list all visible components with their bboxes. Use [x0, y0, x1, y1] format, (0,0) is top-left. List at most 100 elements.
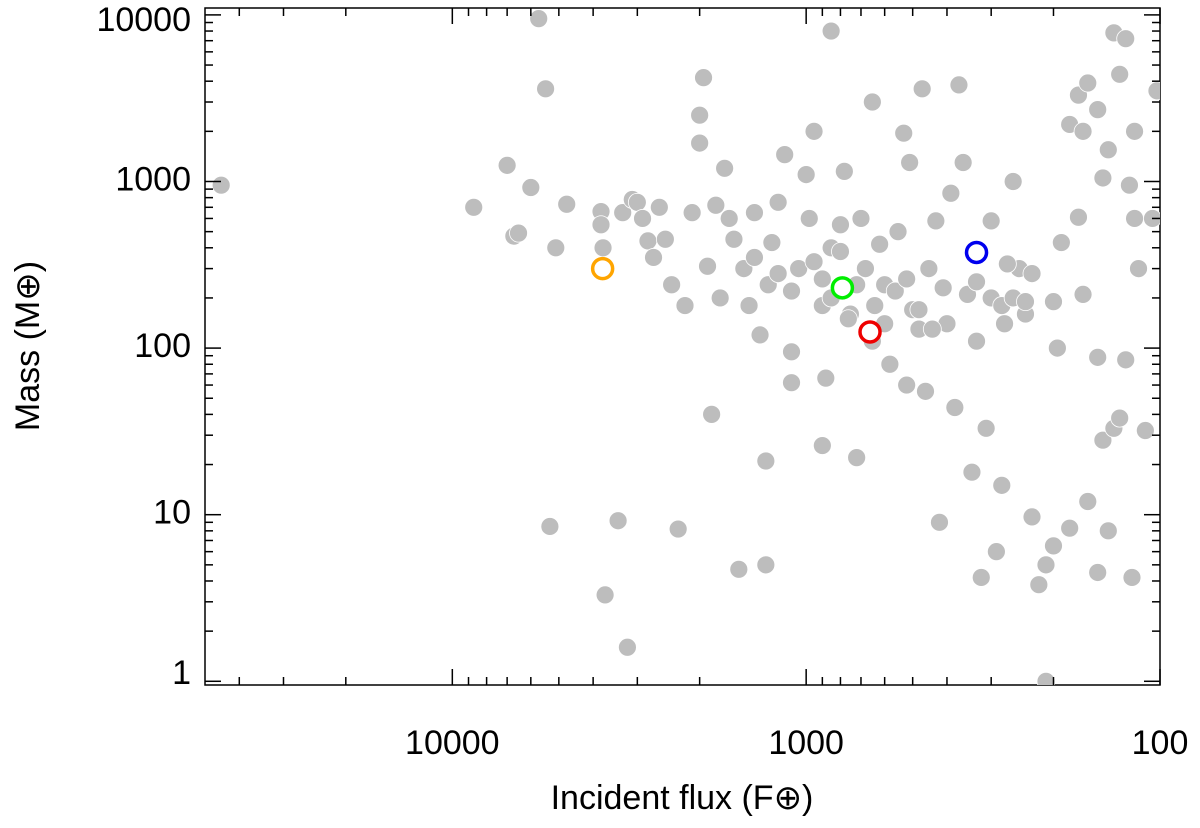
point [804, 252, 824, 272]
y-tick-label: 100 [134, 327, 191, 365]
point [912, 79, 932, 99]
point [976, 418, 996, 438]
point [529, 9, 549, 29]
point [1125, 209, 1144, 228]
x-tick-label: 10000 [405, 724, 500, 762]
x-axis-label: Incident flux (F⊕) [551, 779, 814, 817]
point [1125, 121, 1144, 141]
point [1088, 100, 1108, 120]
point [865, 296, 885, 315]
point [682, 203, 702, 223]
point [909, 300, 929, 320]
point [1093, 168, 1113, 188]
point [962, 462, 982, 482]
point [1116, 350, 1136, 370]
point [949, 75, 969, 95]
point [926, 211, 946, 231]
point [1073, 285, 1093, 304]
point [768, 192, 788, 212]
point [838, 309, 858, 329]
point [608, 511, 628, 531]
point [953, 153, 973, 172]
point [745, 203, 764, 223]
point [782, 342, 801, 362]
point [1122, 568, 1142, 587]
point [1051, 233, 1071, 252]
point [702, 404, 722, 424]
x-tick-label: 100 [1132, 724, 1189, 762]
point [719, 209, 739, 228]
highlighted-point [858, 320, 882, 344]
point [834, 161, 854, 181]
point [1073, 121, 1093, 141]
point [862, 92, 882, 112]
point [916, 381, 935, 401]
point [992, 475, 1012, 495]
point [831, 215, 850, 235]
point [856, 259, 875, 279]
point [981, 211, 1001, 231]
point [662, 275, 682, 295]
point [593, 238, 613, 258]
point [1022, 507, 1042, 527]
point [1135, 421, 1155, 440]
point [1044, 536, 1063, 556]
point [812, 269, 832, 289]
point [1060, 518, 1080, 538]
point [649, 197, 669, 217]
point [627, 192, 647, 212]
point [897, 375, 917, 395]
y-tick-label: 1000 [115, 160, 191, 198]
point [870, 234, 890, 254]
point [1016, 292, 1035, 312]
point [690, 105, 710, 125]
point [618, 637, 637, 657]
point [782, 373, 801, 393]
point [900, 153, 920, 172]
x-tick-label: 1000 [768, 724, 844, 762]
point [816, 368, 836, 388]
point [729, 559, 749, 579]
point [1110, 408, 1130, 428]
point [1120, 175, 1139, 195]
point [591, 215, 611, 235]
point [464, 197, 484, 217]
point [762, 233, 782, 252]
point [930, 512, 949, 532]
plot-frame [204, 7, 1161, 686]
point [894, 123, 914, 143]
point [1022, 264, 1042, 283]
point [1098, 521, 1118, 541]
point [804, 121, 824, 141]
point [675, 296, 695, 315]
point [1036, 555, 1056, 575]
point [644, 248, 663, 267]
point [521, 178, 541, 197]
point [756, 555, 776, 575]
point [880, 354, 900, 374]
point [497, 155, 517, 175]
point [986, 542, 1006, 562]
point [668, 519, 688, 539]
point [724, 229, 744, 249]
point [933, 278, 953, 298]
point [997, 254, 1017, 274]
highlighted-point [590, 256, 615, 281]
point [745, 248, 764, 267]
point [1029, 575, 1049, 595]
point [971, 568, 991, 587]
point [1093, 430, 1113, 450]
y-tick-label: 10000 [96, 1, 191, 39]
point [812, 436, 832, 455]
point [1069, 207, 1088, 227]
point [782, 281, 801, 301]
point [595, 585, 615, 605]
point [1129, 259, 1148, 279]
point [638, 231, 658, 251]
point [922, 319, 942, 339]
point [1036, 671, 1056, 685]
point [655, 229, 675, 249]
point [885, 281, 905, 301]
point [821, 21, 841, 41]
